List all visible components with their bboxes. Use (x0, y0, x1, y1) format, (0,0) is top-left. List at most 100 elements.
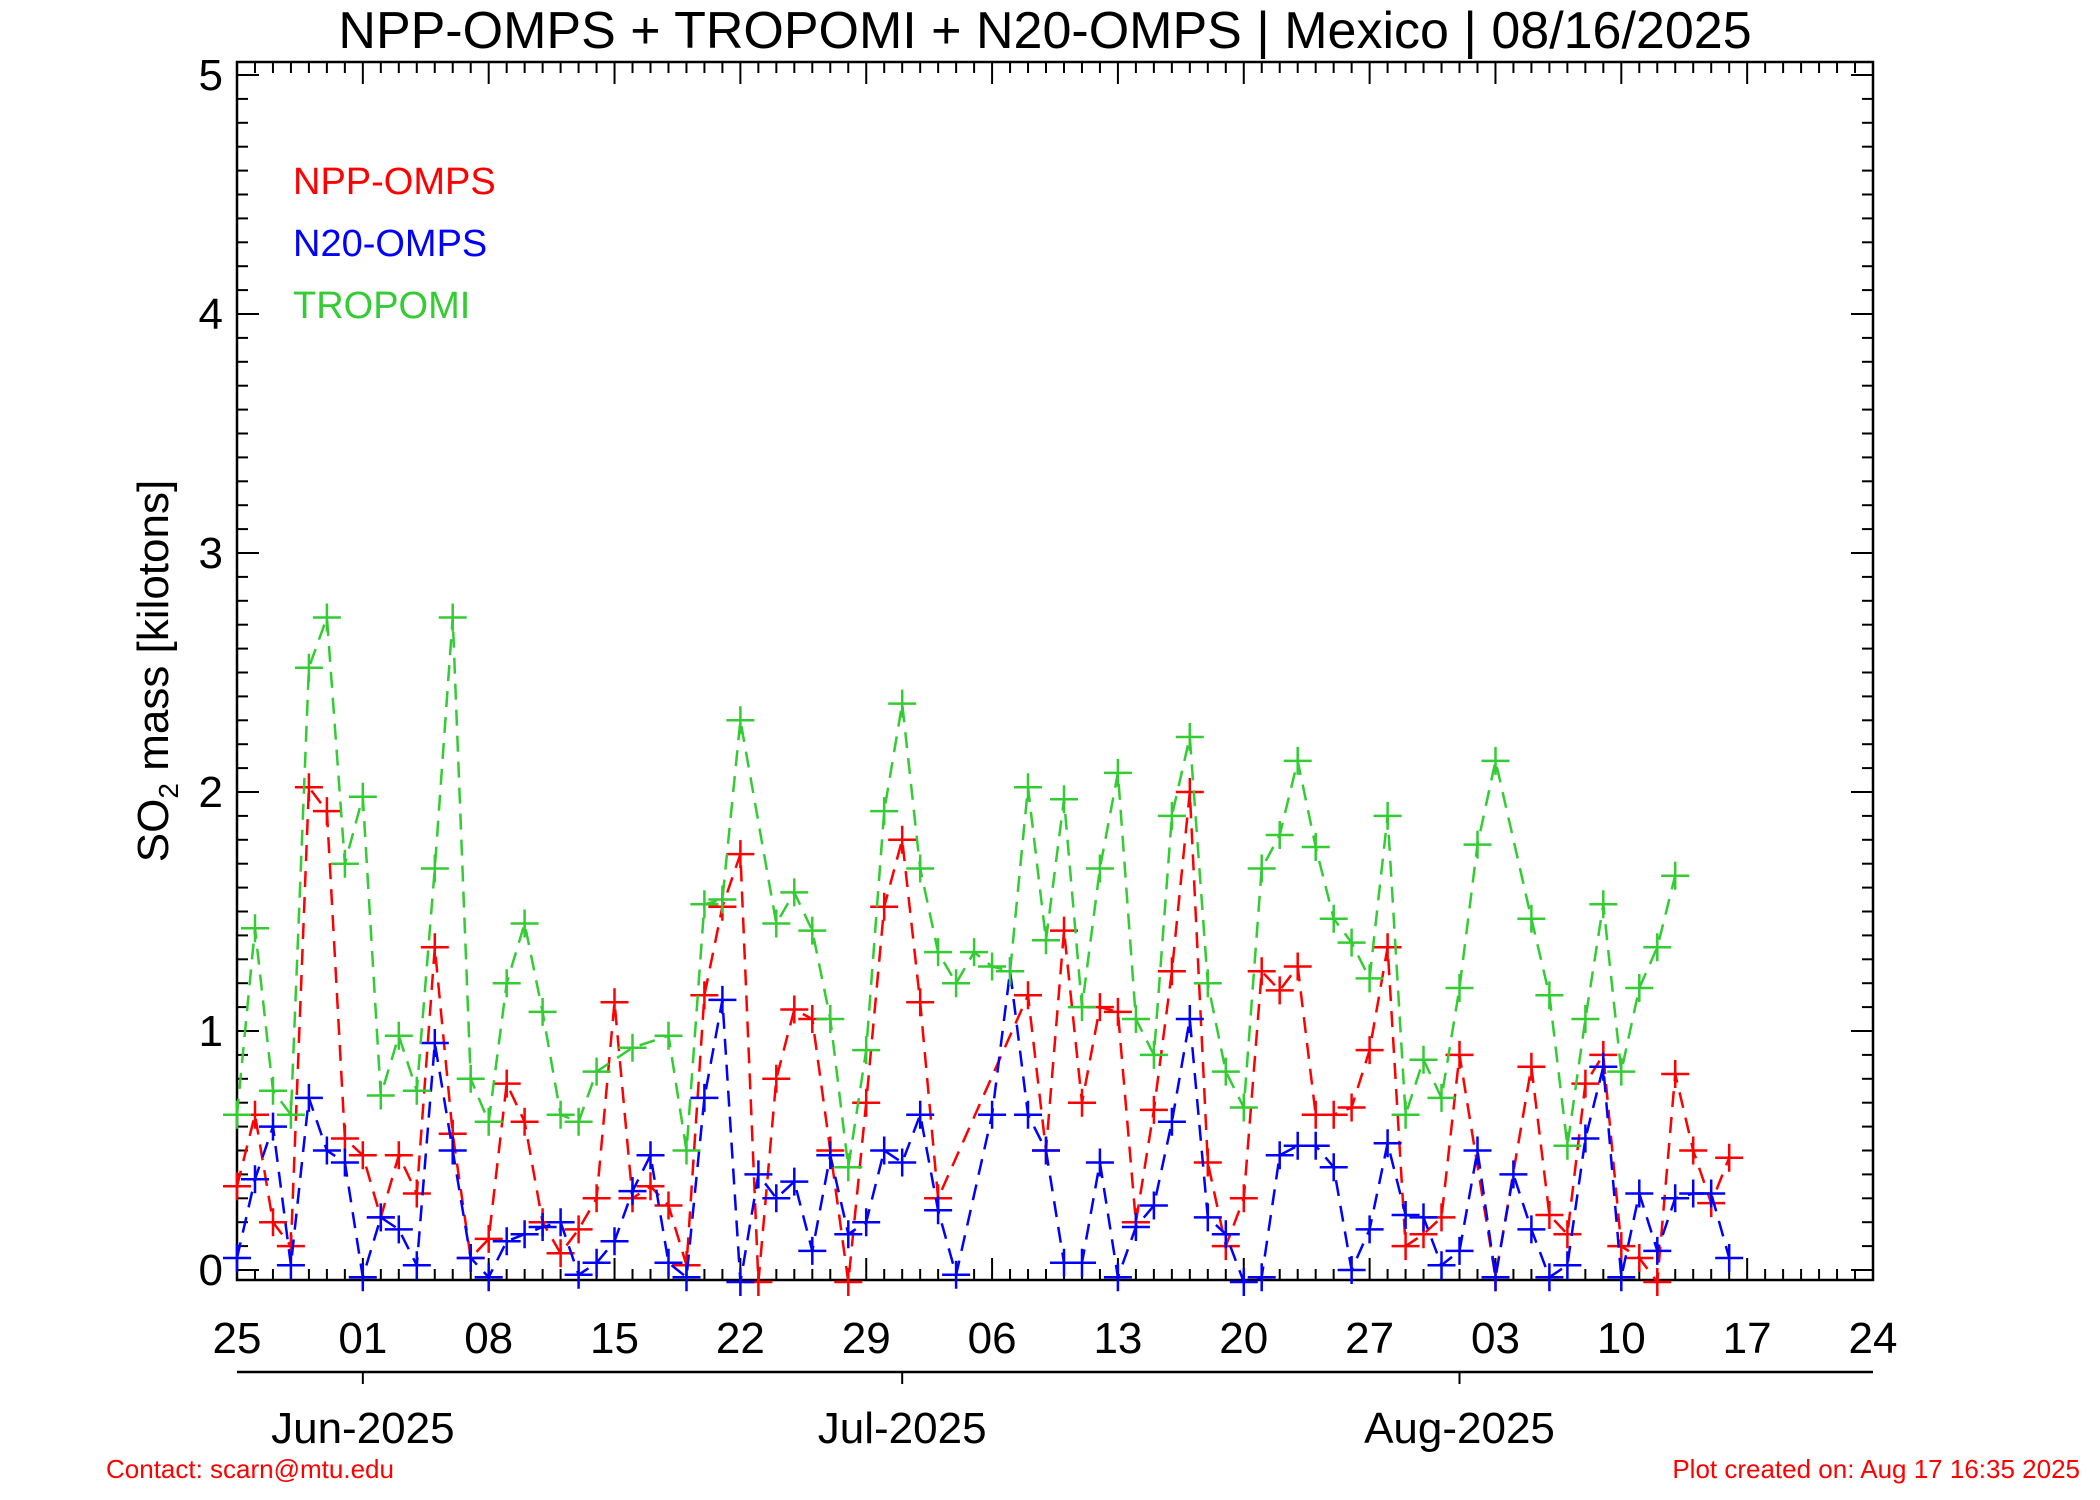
n20-omps-data-point (1517, 1215, 1546, 1244)
tropomi-data-point (402, 1076, 431, 1105)
npp-omps-data-point (1229, 1184, 1258, 1213)
npp-omps-data-point (906, 988, 935, 1017)
tropomi-data-point (1625, 974, 1654, 1002)
n20-omps-data-point (492, 1227, 521, 1256)
npp-omps-data-point (259, 1208, 287, 1237)
n20-omps-data-point (1445, 1236, 1474, 1265)
npp-omps-data-point (780, 995, 809, 1024)
tropomi-data-point (241, 914, 269, 943)
n20-omps-data-point (978, 1100, 1007, 1129)
n20-omps-data-point (708, 985, 737, 1014)
tropomi-data-point (384, 1021, 413, 1050)
n20-omps-data-point (636, 1141, 665, 1170)
npp-omps-data-point (1661, 1060, 1690, 1088)
npp-omps-data-point (726, 840, 755, 869)
tropomi-data-point (1463, 830, 1492, 859)
tropomi-data-point (582, 1057, 611, 1086)
tropomi-data-point (1661, 861, 1690, 890)
tropomi-data-point (312, 603, 341, 632)
tropomi-data-point (1337, 928, 1366, 957)
npp-omps-data-point (348, 1141, 377, 1170)
npp-omps-data-point (636, 1172, 665, 1201)
tropomi-data-point (474, 1107, 503, 1136)
tropomi-data-point (1175, 723, 1204, 751)
npp-omps-data-point (1157, 957, 1186, 986)
n20-omps-data-point (1068, 1248, 1096, 1277)
tropomi-data-point (654, 1021, 683, 1050)
npp-omps-data-point (330, 1124, 359, 1153)
tropomi-data-point (366, 1081, 395, 1110)
n20-omps-data-point (456, 1244, 485, 1272)
tropomi-data-point (1445, 974, 1474, 1002)
n20-omps-data-point (1643, 1236, 1672, 1265)
n20-omps-data-point (1265, 1141, 1294, 1170)
y-tick-label: 0 (199, 1246, 223, 1295)
n20-omps-data-point (1697, 1179, 1726, 1208)
tropomi-data-point (708, 885, 737, 914)
tropomi-data-point (1014, 773, 1042, 802)
x-tick-label: 22 (716, 1314, 765, 1363)
n20-omps-data-point (1553, 1251, 1582, 1280)
tropomi-data-point (906, 854, 935, 883)
tropomi-data-point (564, 1107, 593, 1136)
tropomi-data-point (1032, 926, 1060, 955)
legend-n20-omps: N20-OMPS (293, 223, 487, 265)
npp-omps-data-point (510, 1107, 539, 1136)
tropomi-data-point (1553, 1131, 1582, 1160)
tropomi-data-point (870, 797, 899, 826)
x-tick-label: 25 (213, 1314, 262, 1363)
n20-omps-data-point (402, 1251, 431, 1280)
x-tick-label: 29 (842, 1314, 891, 1363)
tropomi-data-point (223, 1100, 251, 1129)
y-tick-label: 2 (199, 768, 223, 817)
n20-omps-data-point (384, 1215, 413, 1244)
npp-omps-data-point (1373, 933, 1402, 962)
npp-omps-data-point (1283, 952, 1312, 981)
tropomi-data-point (1301, 833, 1330, 861)
npp-omps-data-point (852, 1088, 881, 1117)
npp-omps-data-point (1265, 976, 1294, 1005)
tropomi-data-point (1391, 1100, 1420, 1129)
n20-omps-data-point (1032, 1136, 1060, 1165)
n20-omps-data-point (888, 1148, 917, 1177)
y-axis-title-subscript: 2 (153, 783, 184, 799)
month-axis: Jun-2025 Jul-2025 Aug-2025 (271, 1372, 1555, 1453)
n20-omps-data-point (1337, 1256, 1366, 1284)
n20-omps-data-point (259, 1112, 287, 1141)
tropomi-data-point (510, 909, 539, 938)
n20-omps-data-point (1463, 1136, 1492, 1165)
x-tick-label: 24 (1849, 1314, 1898, 1363)
npp-omps-data-point (1445, 1040, 1474, 1069)
n20-omps-data-point (1715, 1244, 1744, 1272)
y-tick-label: 5 (199, 51, 223, 100)
tropomi-data-point (1211, 1057, 1240, 1086)
tropomi-data-point (1121, 1005, 1150, 1033)
tropomi-data-point (1265, 821, 1294, 849)
npp-omps-data-point (762, 1064, 791, 1093)
n20-omps-data-point (1589, 1052, 1618, 1081)
n20-omps-series-line (235, 971, 1731, 1284)
tropomi-data-point (1050, 785, 1078, 814)
n20-omps-data-point (1014, 1100, 1042, 1129)
n20-omps-data-point (1391, 1201, 1420, 1229)
tropomi-data-point (852, 1036, 881, 1065)
npp-omps-data-point (1247, 957, 1276, 986)
tropomi-data-point (1085, 854, 1114, 883)
npp-omps-data-point (1535, 1201, 1564, 1229)
npp-omps-data-point (420, 933, 449, 962)
n20-omps-data-point (1427, 1251, 1456, 1280)
n20-omps-data-point (1157, 1107, 1186, 1136)
tropomi-data-point (1373, 801, 1402, 830)
n20-omps-data-point (1499, 1160, 1528, 1189)
tropomi-data-point (1589, 890, 1618, 919)
plot-created-text: Plot created on: Aug 17 16:35 2025 (1672, 1454, 2080, 1484)
n20-omps-data-point (672, 1263, 701, 1292)
tropomi-data-point (780, 878, 809, 907)
tropomi-data-point (1157, 801, 1186, 830)
npp-omps-data-point (1679, 1136, 1708, 1165)
tropomi-data-point (726, 706, 755, 735)
tropomi-series-line (235, 617, 1677, 1168)
npp-omps-data-point (492, 1069, 521, 1098)
npp-omps-series-line (235, 783, 1731, 1286)
